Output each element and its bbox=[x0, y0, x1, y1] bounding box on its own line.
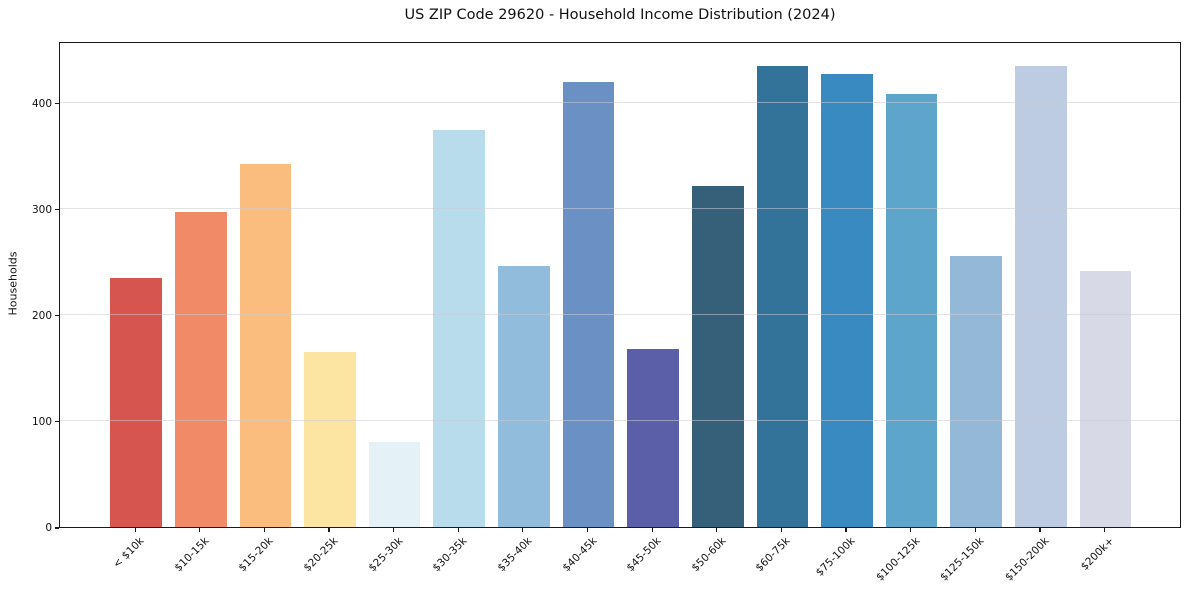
bar bbox=[821, 73, 873, 527]
x-tick-mark bbox=[845, 528, 847, 532]
x-tick-label: $25-30k bbox=[366, 535, 406, 575]
x-tick-label: $100-125k bbox=[873, 535, 923, 584]
gridline bbox=[60, 207, 1180, 209]
y-tick-mark bbox=[55, 209, 59, 211]
y-tick-label: 200 bbox=[31, 309, 52, 322]
gridline bbox=[60, 313, 1180, 315]
x-tick-mark bbox=[586, 528, 589, 532]
x-tick-label: $20-25k bbox=[301, 535, 341, 575]
plot-area bbox=[59, 42, 1181, 528]
x-tick-mark bbox=[910, 528, 912, 532]
bar bbox=[885, 94, 938, 527]
x-tick-mark bbox=[716, 528, 718, 532]
bar bbox=[110, 277, 162, 527]
y-tick-mark bbox=[55, 102, 59, 105]
gridline bbox=[60, 101, 1180, 103]
x-tick-label: $60-75k bbox=[753, 535, 793, 575]
y-tick-label: 0 bbox=[45, 522, 52, 534]
x-tick-mark bbox=[1103, 528, 1106, 532]
x-tick-mark bbox=[134, 528, 136, 532]
bar bbox=[691, 186, 744, 527]
x-tick-mark bbox=[974, 528, 976, 532]
x-tick-label: $200k+ bbox=[1078, 535, 1117, 573]
y-tick-label: 300 bbox=[31, 203, 52, 216]
bar bbox=[174, 211, 227, 527]
x-tick-label: $45-50k bbox=[624, 535, 664, 575]
bar bbox=[433, 130, 486, 527]
x-tick-label: $30-35k bbox=[430, 535, 470, 575]
x-tick-mark bbox=[780, 528, 782, 532]
x-tick-label: $125-150k bbox=[938, 535, 987, 584]
bar bbox=[562, 82, 615, 527]
x-tick-label: < $10k bbox=[111, 535, 147, 571]
y-tick-mark bbox=[55, 527, 59, 529]
bar bbox=[498, 265, 550, 527]
x-tick-label: $75-100k bbox=[813, 535, 858, 579]
gridline bbox=[60, 419, 1180, 421]
y-tick-mark bbox=[55, 421, 59, 423]
chart-title: US ZIP Code 29620 - Household Income Dis… bbox=[404, 7, 836, 23]
x-tick-label: $40-45k bbox=[559, 535, 599, 575]
bar bbox=[368, 442, 421, 527]
x-tick-label: $35-40k bbox=[495, 535, 535, 575]
x-tick-mark bbox=[199, 528, 201, 532]
bar bbox=[1079, 271, 1132, 527]
y-tick-mark bbox=[55, 315, 59, 317]
x-tick-label: $10-15k bbox=[172, 535, 212, 575]
bar bbox=[950, 256, 1003, 527]
y-tick-label: 100 bbox=[31, 415, 52, 428]
x-tick-label: $15-20k bbox=[236, 535, 276, 575]
x-tick-mark bbox=[457, 528, 459, 532]
bar bbox=[239, 164, 292, 527]
x-tick-mark bbox=[651, 528, 653, 532]
x-tick-label: $50-60k bbox=[689, 535, 729, 575]
x-tick-mark bbox=[263, 528, 265, 532]
bar bbox=[1015, 66, 1067, 527]
x-tick-label: $150-200k bbox=[1002, 535, 1052, 584]
x-tick-mark bbox=[328, 528, 330, 532]
x-tick-mark bbox=[393, 528, 395, 532]
y-tick-label: 400 bbox=[31, 97, 52, 110]
x-tick-mark bbox=[1039, 528, 1041, 532]
bar bbox=[756, 66, 809, 527]
x-tick-mark bbox=[522, 528, 524, 532]
bar bbox=[304, 351, 356, 527]
bar bbox=[627, 348, 679, 527]
